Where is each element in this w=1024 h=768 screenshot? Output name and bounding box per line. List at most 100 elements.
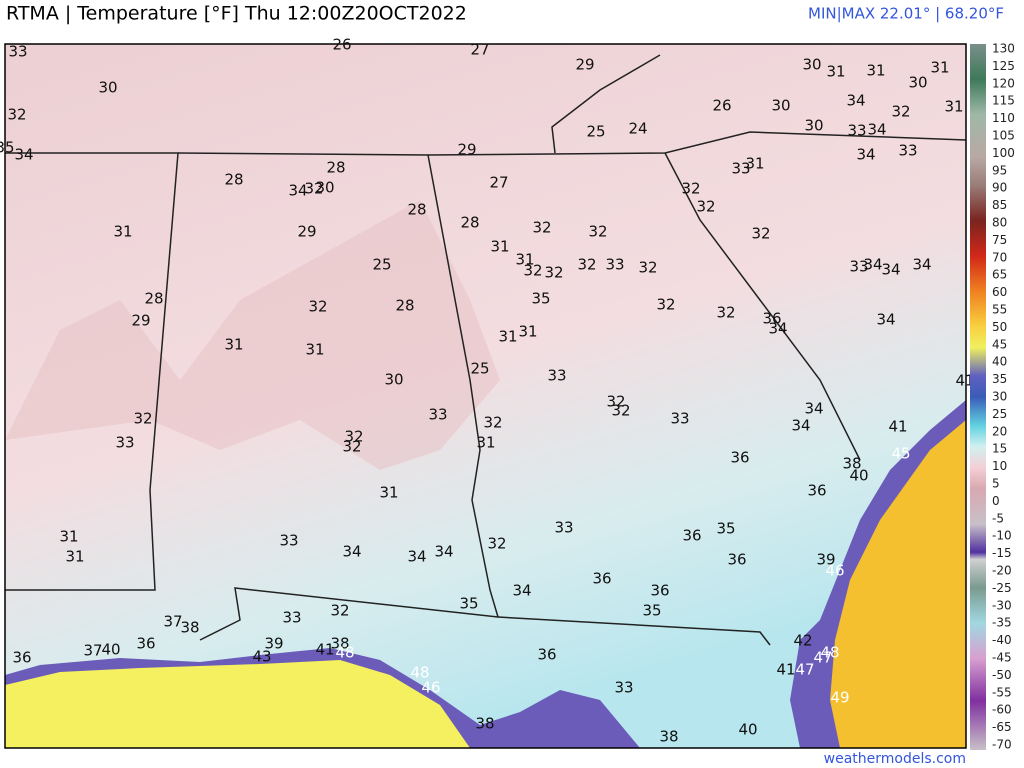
colorbar bbox=[970, 44, 986, 750]
colorbar-label: -10 bbox=[992, 529, 1012, 543]
colorbar-ticks: 1301251201151101051009590858075706560555… bbox=[992, 42, 1015, 752]
colorbar-label: -25 bbox=[992, 581, 1012, 595]
station-value: 41 bbox=[888, 418, 907, 436]
colorbar-label: 0 bbox=[992, 494, 1000, 508]
station-value: 29 bbox=[131, 312, 150, 330]
station-value: 32 bbox=[532, 219, 551, 237]
station-value: 31 bbox=[866, 62, 885, 80]
station-value: 32 bbox=[523, 262, 542, 280]
station-value: 33 bbox=[554, 519, 573, 537]
colorbar-label: -30 bbox=[992, 598, 1012, 612]
colorbar-label: 130 bbox=[992, 42, 1015, 56]
colorbar-label: 115 bbox=[992, 94, 1015, 108]
station-value: 31 bbox=[944, 98, 963, 116]
station-value: 35 bbox=[716, 520, 735, 538]
station-value: 31 bbox=[518, 323, 537, 341]
station-value: 32 bbox=[7, 106, 26, 124]
station-value: 32 bbox=[751, 225, 770, 243]
station-value: 30 bbox=[384, 371, 403, 389]
colorbar-label: -45 bbox=[992, 651, 1012, 665]
colorbar-label: 75 bbox=[992, 233, 1007, 247]
station-value: 33 bbox=[670, 410, 689, 428]
colorbar-label: 110 bbox=[992, 111, 1015, 125]
colorbar-label: 40 bbox=[992, 355, 1007, 369]
station-value: 33 bbox=[279, 532, 298, 550]
station-value: 34 bbox=[876, 311, 895, 329]
station-value: 33 bbox=[898, 142, 917, 160]
station-value: 31 bbox=[498, 328, 517, 346]
station-value: 32 bbox=[696, 198, 715, 216]
station-value: 36 bbox=[537, 646, 556, 664]
station-value: 33 bbox=[547, 367, 566, 385]
station-value: 48 bbox=[410, 664, 429, 682]
station-value: 33 bbox=[849, 258, 868, 276]
station-value: 32 bbox=[891, 103, 910, 121]
station-value: 45 bbox=[891, 445, 910, 463]
station-value: 36 bbox=[807, 482, 826, 500]
station-value: 33 bbox=[731, 160, 750, 178]
colorbar-label: -35 bbox=[992, 616, 1012, 630]
station-value: 30 bbox=[908, 74, 927, 92]
station-value: 28 bbox=[460, 214, 479, 232]
station-value: 32 bbox=[544, 264, 563, 282]
colorbar-label: -55 bbox=[992, 685, 1012, 699]
station-value: 36 bbox=[650, 582, 669, 600]
colorbar-label: 55 bbox=[992, 303, 1007, 317]
station-value: 33 bbox=[614, 679, 633, 697]
colorbar-label: -40 bbox=[992, 633, 1012, 647]
station-value: 31 bbox=[930, 59, 949, 77]
station-value: 32 bbox=[330, 602, 349, 620]
station-value: 34 bbox=[881, 261, 900, 279]
station-value: 32 bbox=[611, 402, 630, 420]
station-value: 32 bbox=[577, 256, 596, 274]
state-borders bbox=[5, 54, 967, 646]
station-value: 38 bbox=[330, 635, 349, 653]
colorbar-label: 20 bbox=[992, 424, 1007, 438]
station-value: 32 bbox=[656, 296, 675, 314]
colorbar-label: -50 bbox=[992, 668, 1012, 682]
colorbar-label: -20 bbox=[992, 564, 1012, 578]
station-value: 31 bbox=[305, 341, 324, 359]
station-value: 28 bbox=[395, 297, 414, 315]
colorbar-label: 45 bbox=[992, 337, 1007, 351]
colorbar-label: 85 bbox=[992, 198, 1007, 212]
station-value: 36 bbox=[136, 635, 155, 653]
station-value: 34 bbox=[856, 146, 875, 164]
station-value: 26 bbox=[332, 36, 351, 54]
station-value: 40 bbox=[849, 467, 868, 485]
station-value: 38 bbox=[475, 715, 494, 733]
station-value: 36 bbox=[730, 449, 749, 467]
station-value: 32 bbox=[638, 259, 657, 277]
station-value: 30 bbox=[771, 97, 790, 115]
gulf bbox=[5, 660, 470, 748]
colorbar-label: 15 bbox=[992, 442, 1007, 456]
station-value: 29 bbox=[297, 223, 316, 241]
station-value: 32 bbox=[342, 438, 361, 456]
title: RTMA | Temperature [°F] Thu 12:00Z20OCT2… bbox=[6, 3, 467, 25]
atlantic bbox=[830, 420, 966, 748]
station-value: 38 bbox=[659, 728, 678, 746]
station-value: 37 bbox=[83, 642, 102, 660]
station-value: 30 bbox=[804, 117, 823, 135]
station-value: 28 bbox=[326, 159, 345, 177]
station-value: 34 bbox=[14, 146, 33, 164]
footer: weathermodels.com bbox=[824, 751, 966, 767]
station-value: 47 bbox=[795, 661, 814, 679]
station-value: 31 bbox=[476, 434, 495, 452]
colorbar-label: -60 bbox=[992, 703, 1012, 717]
station-value: 46 bbox=[421, 679, 440, 697]
station-value: 32 bbox=[681, 180, 700, 198]
colorbar-label: 35 bbox=[992, 372, 1007, 386]
station-value: 28 bbox=[224, 171, 243, 189]
colorbar-label: 50 bbox=[992, 320, 1007, 334]
station-value: 29 bbox=[457, 141, 476, 159]
colorbar-label: 125 bbox=[992, 59, 1015, 73]
station-value: 31 bbox=[826, 63, 845, 81]
station-value: 38 bbox=[842, 455, 861, 473]
colorbar-label: -5 bbox=[992, 511, 1004, 525]
colorbar-label: 65 bbox=[992, 268, 1007, 282]
colorbar-label: 120 bbox=[992, 76, 1015, 90]
station-value: 35 bbox=[642, 602, 661, 620]
station-value: 49 bbox=[830, 689, 849, 707]
